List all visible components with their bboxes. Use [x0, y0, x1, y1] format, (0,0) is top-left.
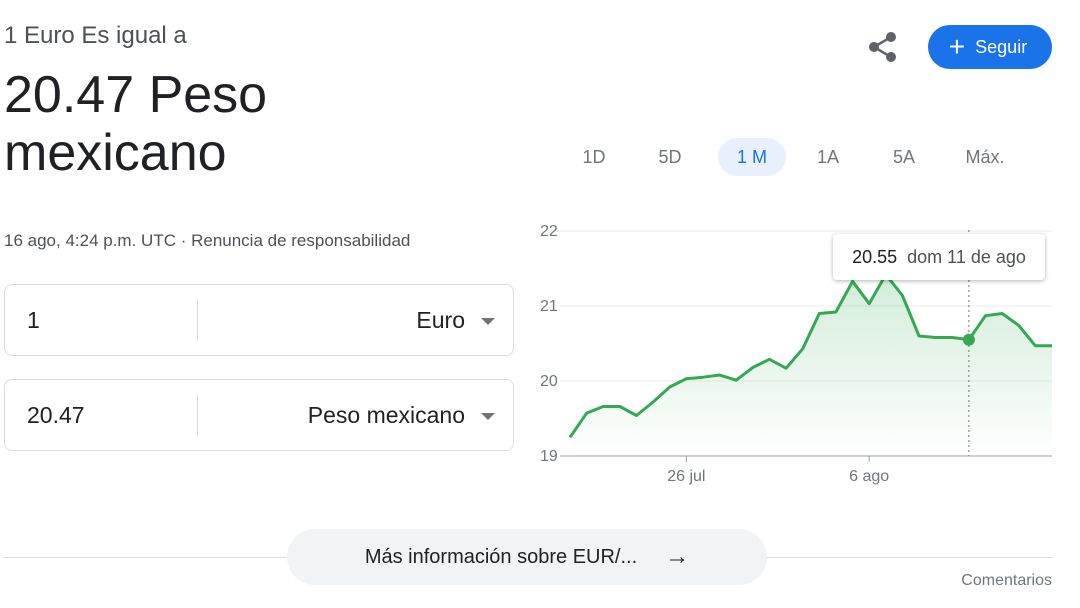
from-currency-select[interactable]: Euro [198, 307, 513, 334]
arrow-right-icon: → [665, 543, 690, 570]
more-info-button[interactable]: Más información sobre EUR/... → [287, 529, 767, 585]
timestamp-disclaimer[interactable]: 16 ago, 4:24 p.m. UTC · Renuncia de resp… [4, 231, 411, 250]
from-currency-box: 1 Euro [4, 284, 514, 356]
y-tick-label: 20 [540, 373, 558, 390]
x-tick-label: 6 ago [849, 468, 889, 485]
range-tabs: 1D 5D 1 M 1A 5A Máx. [566, 138, 1036, 176]
range-tab-1m[interactable]: 1 M [718, 138, 786, 176]
tooltip-value: 20.55 [852, 246, 898, 267]
share-icon[interactable] [864, 28, 902, 66]
feedback-link[interactable]: Comentarios [961, 572, 1052, 589]
chart-tooltip: 20.55 dom 11 de ago [833, 234, 1045, 280]
range-tab-5a[interactable]: 5A [892, 147, 916, 167]
series-area [570, 274, 1052, 456]
to-currency-box: 20.47 Peso mexicano [4, 379, 514, 451]
to-currency-label: Peso mexicano [307, 401, 465, 428]
conversion-subtitle: 1 Euro Es igual a [4, 22, 187, 49]
divider [197, 395, 198, 435]
to-amount-input[interactable]: 20.47 [27, 401, 85, 428]
plus-icon: + [948, 31, 966, 62]
range-tab-1d[interactable]: 1D [582, 147, 606, 167]
to-currency-select[interactable]: Peso mexicano [198, 402, 513, 429]
range-tab-1a[interactable]: 1A [816, 147, 840, 167]
hover-point[interactable] [962, 333, 975, 346]
range-tab-5d[interactable]: 5D [658, 147, 682, 167]
exchange-rate-chart: 22 21 20 19 26 jul 6 ago [540, 223, 1052, 485]
y-tick-label: 19 [540, 448, 558, 465]
y-tick-label: 22 [540, 223, 558, 240]
more-info-label: Más información sobre EUR/... [364, 545, 638, 568]
tooltip-date: dom 11 de ago [907, 246, 1026, 267]
dropdown-arrow-icon [481, 317, 495, 325]
follow-button[interactable]: + Seguir [928, 25, 1052, 69]
from-currency-label: Euro [416, 306, 465, 333]
x-tick-label: 26 jul [667, 468, 705, 485]
follow-label: Seguir [975, 36, 1028, 57]
dropdown-arrow-icon [481, 412, 495, 420]
from-amount-input[interactable]: 1 [27, 306, 40, 333]
divider [197, 300, 198, 340]
range-tab-máx[interactable]: Máx. [965, 147, 1005, 167]
converted-value: 20.47 Peso mexicano [4, 66, 268, 182]
y-tick-label: 21 [540, 298, 558, 315]
